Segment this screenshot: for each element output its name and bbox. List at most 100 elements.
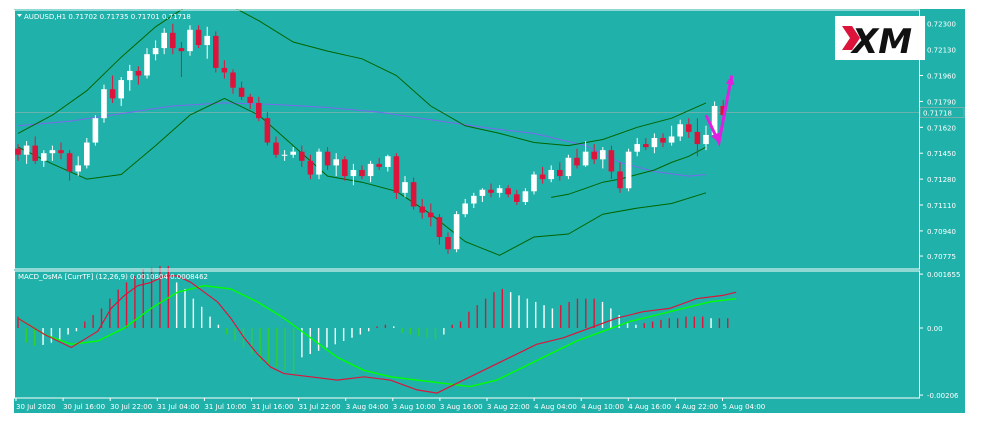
candle-body [152,48,159,55]
candle-body [694,131,701,145]
candle-body [281,154,288,156]
price-tick-label: 0.71960 [927,73,956,81]
candle-body [49,150,56,154]
oscillator-frame [14,270,920,399]
candle-body [539,174,546,180]
candle-body [15,148,21,155]
price-tick-label: 0.71790 [927,98,956,106]
candle-body [565,157,572,177]
time-tick-label: 31 Jul 16:00 [252,403,294,411]
candle-body [410,182,417,207]
candle-body [402,182,408,193]
oscillator-header: MACD_OsMA [CurrTF] (12,26,9) 0.0010804 0… [18,273,208,281]
time-tick-label: 31 Jul 22:00 [299,403,341,411]
candle-body [548,169,554,180]
axes: 0.72300 0.72130 0.71960 0.71790 0.71620 0.714… [14,9,965,411]
candle-body [333,159,339,166]
time-tick-label: 5 Aug 04:00 [723,403,766,411]
candle-body [488,189,494,193]
logo-x-mark [842,26,860,50]
candle-body [625,151,632,189]
candle-body [720,105,726,116]
candle-body [557,169,563,177]
candle-body [41,153,47,161]
moving-average-line [17,102,707,177]
candle-body [264,118,271,143]
candle-body [608,150,615,172]
bollinger-lower-line [17,97,707,256]
time-tick-label: 3 Aug 04:00 [346,403,389,411]
current-price-tag [919,107,965,118]
candle-body [686,124,692,132]
candle-body [66,153,73,172]
candle-body [367,163,374,177]
candle-body [514,194,520,202]
signal-line [17,284,737,388]
candle-body [660,137,666,143]
candle-body [101,89,107,119]
time-tick-label: 4 Aug 16:00 [628,403,671,411]
forecast-arrowhead-up [725,75,735,86]
time-tick-label: 3 Aug 22:00 [487,403,530,411]
candle-body [221,67,228,73]
symbol-header: AUDUSD,H1 0.71702 0.71735 0.71701 0.7171… [24,13,191,21]
candle-body [385,156,391,167]
price-tick-label: 0.72300 [927,21,956,29]
chart-canvas[interactable]: 0.72300 0.72130 0.71960 0.71790 0.71620 0.714… [14,9,965,413]
candle-body [505,188,511,195]
xm-logo: XM [835,16,925,62]
candle-body [453,214,460,250]
candle-body [419,206,425,213]
candle-body [256,102,262,119]
candle-body [393,156,400,193]
chart-window[interactable]: 0.72300 0.72130 0.71960 0.71790 0.71620 0.714… [14,9,965,413]
time-tick-label: 30 Jul 2020 [16,403,56,411]
price-tick-label: 0.70775 [927,253,956,261]
candle-body [376,163,382,167]
candle-body [118,80,124,99]
overlay [704,75,735,148]
candle-body [92,118,99,143]
candle-body [574,157,580,166]
price-frame [14,9,920,270]
candle-body [582,151,589,166]
time-tick-label: 3 Aug 10:00 [393,403,436,411]
candle-body [127,70,133,81]
candle-body [436,217,443,238]
candle-body [75,165,81,172]
candle-body [170,32,176,49]
candle-body [445,237,451,250]
candle-body [350,169,357,177]
candle-body [187,29,193,52]
candle-body [290,151,296,155]
candle-body [668,136,675,143]
time-tick-label: 4 Aug 10:00 [581,403,624,411]
price-tick-label: 0.72130 [927,47,956,55]
candle-body [600,150,606,160]
candle-body [32,145,38,161]
candle-body [84,142,90,166]
osc-tick-label: 0.00 [927,325,943,333]
forecast-arrowhead-down [711,132,720,143]
price-tick-label: 0.71280 [927,176,956,184]
macd-line [17,275,737,394]
time-tick-label: 4 Aug 04:00 [534,403,577,411]
candle-body [462,203,468,215]
bollinger-upper-line [17,9,707,147]
candle-body [471,195,477,204]
logo-text: XM [850,22,912,62]
time-tick-label: 31 Jul 10:00 [204,403,246,411]
oscillator-panel [17,266,737,394]
osc-tick-label: 0.001655 [927,271,960,279]
current-price-label: 0.71718 [923,109,952,117]
candle-body [109,89,116,99]
candle-body [195,29,202,46]
price-tick-label: 0.71620 [927,124,956,132]
forecast-arrow-line [704,75,734,148]
candle-body [161,32,167,49]
price-tick-label: 0.71110 [927,202,956,210]
candle-body [324,151,331,166]
time-tick-label: 4 Aug 22:00 [675,403,718,411]
candle-body [496,188,503,193]
candle-body [711,105,718,135]
